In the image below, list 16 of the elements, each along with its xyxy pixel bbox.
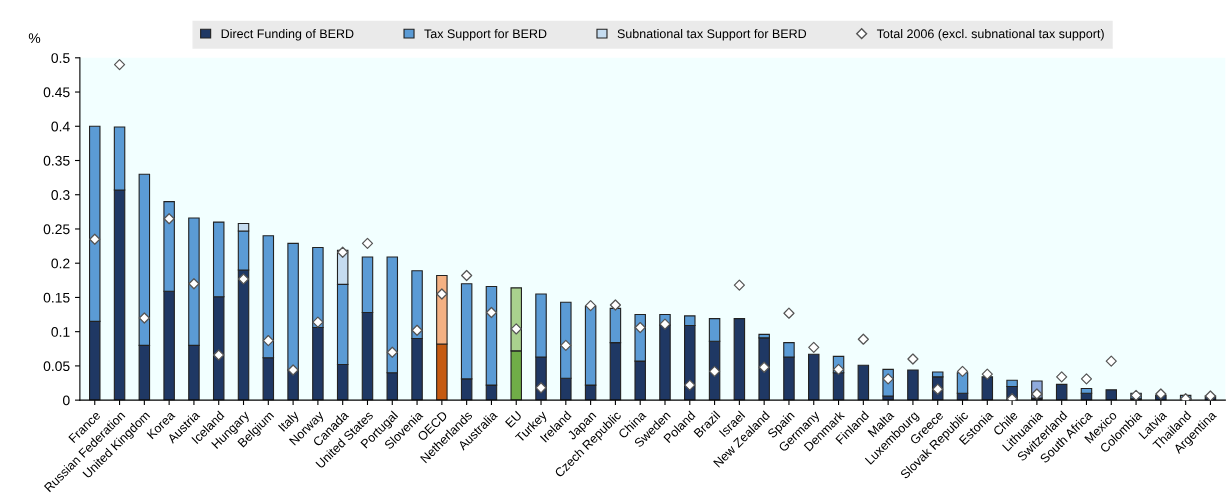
y-tick-label: 0.35	[43, 155, 70, 166]
y-tick-label: 0.45	[43, 87, 70, 98]
y-tick-label: 0.05	[43, 361, 70, 372]
legend-label: Total 2006 (excl. subnational tax support)	[876, 28, 1104, 41]
legend-label: Tax Support for BERD	[424, 28, 547, 41]
y-tick-label: 0.5	[51, 53, 70, 63]
y-tick-label: 0.3	[51, 190, 70, 200]
legend-label: Direct Funding of BERD	[221, 28, 354, 41]
legend-label: Subnational tax Support for BERD	[617, 28, 807, 41]
y-tick-label: 0.2	[51, 258, 70, 269]
y-axis-title: %	[28, 33, 41, 44]
y-tick-label: 0.15	[43, 292, 70, 303]
y-tick-label: 0	[62, 395, 70, 406]
y-tick-label: 0.25	[43, 224, 70, 235]
y-tick-label: 0.1	[51, 327, 70, 337]
y-tick-label: 0.4	[51, 121, 70, 132]
